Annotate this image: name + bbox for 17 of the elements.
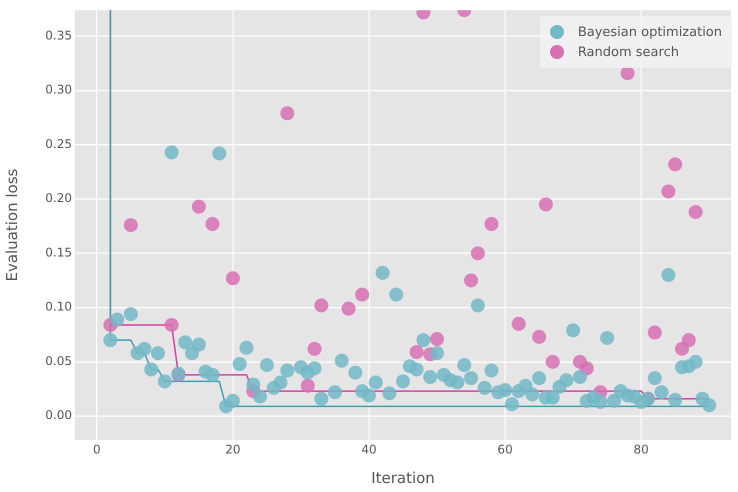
- x-tick-label: 60: [497, 442, 513, 456]
- y-tick-label: 0.00: [45, 408, 72, 422]
- x-tick-label: 80: [634, 442, 649, 456]
- y-tick-label: 0.15: [45, 245, 72, 260]
- y-tick-label: 0.25: [45, 136, 72, 151]
- x-tick-label: 40: [361, 442, 377, 456]
- legend-label: Random search: [578, 44, 679, 60]
- y-tick-label: 0.35: [45, 28, 72, 42]
- x-axis-title: Iteration: [371, 468, 435, 487]
- legend-label: Bayesian optimization: [578, 24, 722, 40]
- y-tick-label: 0.10: [45, 300, 72, 314]
- y-tick-label: 0.05: [45, 354, 72, 368]
- y-tick-label: 0.30: [45, 82, 72, 97]
- y-axis-title: Evaluation loss: [2, 168, 21, 282]
- y-tick-label: 0.20: [45, 191, 72, 206]
- x-tick-label: 0: [92, 442, 101, 456]
- x-tick-label: 20: [225, 442, 241, 456]
